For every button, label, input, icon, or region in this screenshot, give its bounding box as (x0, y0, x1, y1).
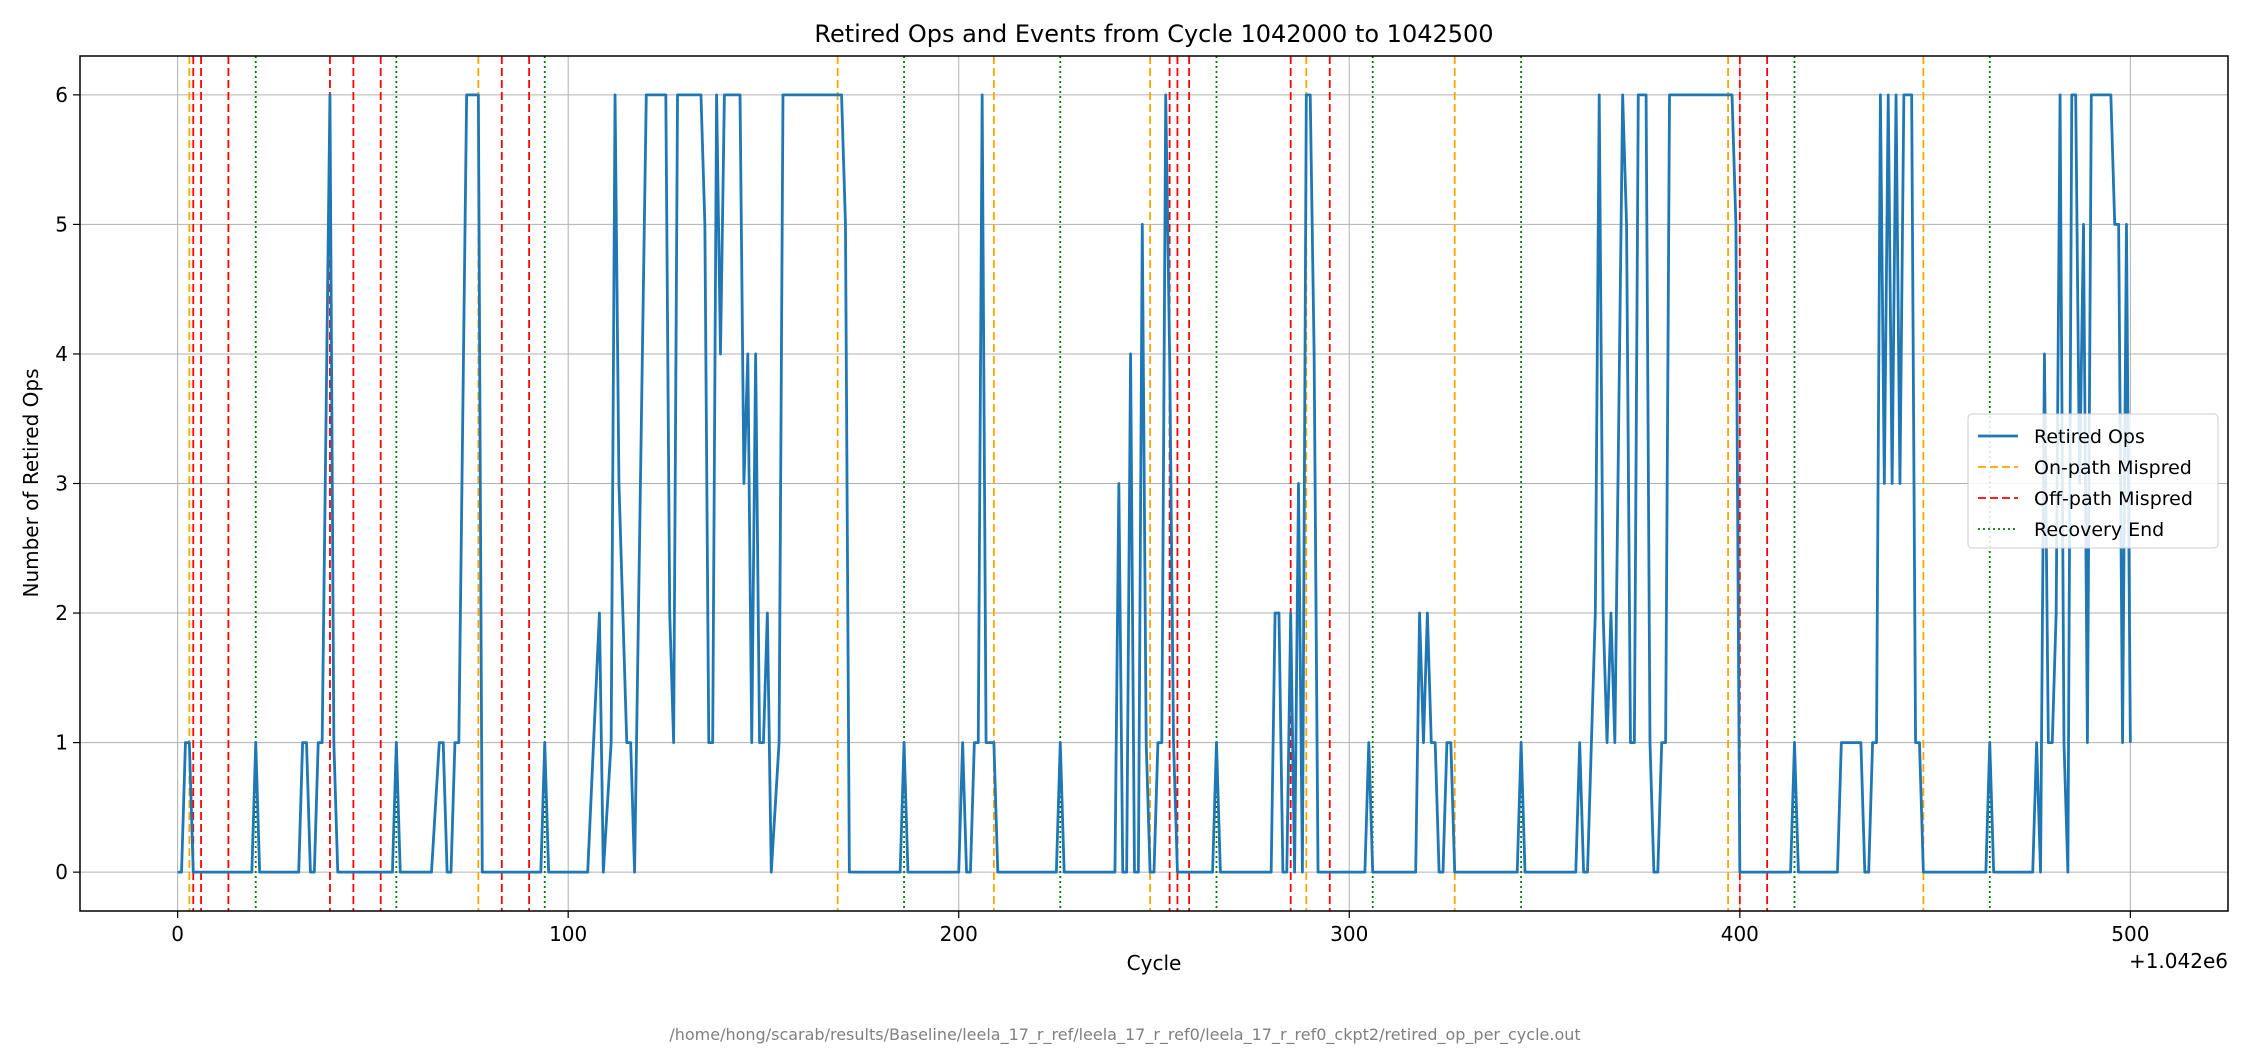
legend-label: Retired Ops (2034, 426, 2145, 448)
footer-path: /home/hong/scarab/results/Baseline/leela… (669, 1025, 1581, 1044)
y-tick-label: 4 (55, 342, 68, 366)
x-axis-label: Cycle (1127, 951, 1182, 975)
y-tick-label: 5 (55, 212, 68, 236)
y-tick-label: 6 (55, 83, 68, 107)
x-tick-label: 300 (1330, 922, 1368, 946)
x-offset-label: +1.042e6 (2129, 949, 2228, 973)
series-area (177, 93, 2132, 874)
y-tick-label: 1 (55, 731, 68, 755)
x-tick-label: 0 (171, 922, 184, 946)
legend-label: On-path Mispred (2034, 457, 2192, 479)
x-tick-label: 400 (1721, 922, 1759, 946)
x-tick-label: 200 (940, 922, 978, 946)
x-ticks: 0 100 200 300 400 500 (171, 911, 2149, 946)
legend: Retired Ops On-path Mispred Off-path Mispr… (1967, 413, 2219, 549)
retired-ops-line (177, 93, 2132, 874)
y-ticks: 0 1 2 3 4 5 6 (55, 83, 80, 884)
y-tick-label: 2 (55, 601, 68, 625)
chart-title: Retired Ops and Events from Cycle 104200… (814, 20, 1493, 48)
x-tick-label: 500 (2111, 922, 2149, 946)
legend-box (1967, 413, 2219, 549)
legend-label: Recovery End (2034, 519, 2164, 541)
y-axis-label: Number of Retired Ops (19, 368, 43, 597)
x-tick-label: 100 (549, 922, 587, 946)
legend-label: Off-path Mispred (2034, 488, 2193, 510)
y-tick-label: 0 (55, 860, 68, 884)
y-tick-label: 3 (55, 472, 68, 496)
